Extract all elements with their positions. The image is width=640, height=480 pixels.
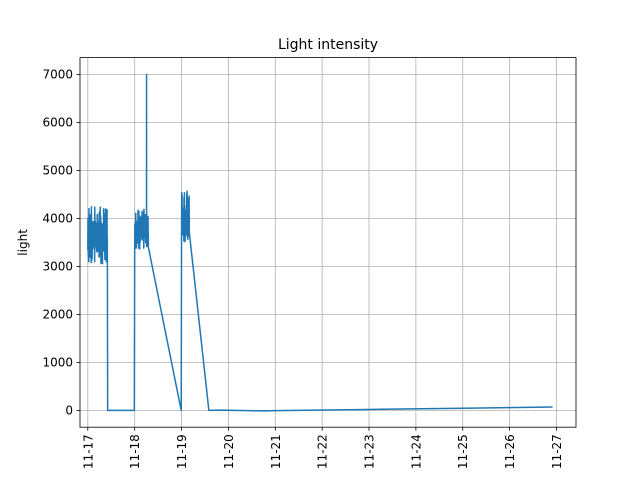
y-tick-label: 2000 bbox=[42, 308, 73, 322]
chart-title: Light intensity bbox=[278, 37, 378, 53]
x-tick-label: 11-26 bbox=[503, 434, 517, 469]
y-tick-label: 0 bbox=[65, 404, 73, 418]
y-tick-label: 4000 bbox=[42, 212, 73, 226]
x-tick-label: 11-18 bbox=[128, 434, 142, 469]
y-axis-label: light bbox=[16, 229, 30, 256]
y-tick-label: 7000 bbox=[42, 68, 73, 82]
x-tick-label: 11-27 bbox=[550, 434, 564, 469]
y-tick-label: 5000 bbox=[42, 164, 73, 178]
y-axis: 0 1000 2000 3000 4000 5000 6000 7000 bbox=[42, 68, 80, 418]
y-tick-label: 6000 bbox=[42, 116, 73, 130]
light-series-line bbox=[87, 73, 553, 412]
grid-lines bbox=[80, 57, 576, 428]
plot-area-frame bbox=[79, 57, 577, 428]
series-line bbox=[87, 73, 553, 412]
x-tick-label: 11-17 bbox=[81, 434, 95, 469]
x-tick-label: 11-25 bbox=[456, 434, 470, 469]
x-tick-label: 11-20 bbox=[222, 434, 236, 469]
x-tick-label: 11-21 bbox=[269, 434, 283, 469]
x-tick-label: 11-19 bbox=[175, 434, 189, 469]
y-tick-label: 3000 bbox=[42, 260, 73, 274]
x-tick-label: 11-22 bbox=[316, 434, 330, 469]
x-tick-label: 11-23 bbox=[363, 434, 377, 469]
x-tick-label: 11-24 bbox=[409, 434, 423, 469]
y-tick-label: 1000 bbox=[42, 356, 73, 370]
x-axis: 11-17 11-18 11-19 11-20 11-21 11-22 11-23 11-24… bbox=[81, 427, 564, 469]
